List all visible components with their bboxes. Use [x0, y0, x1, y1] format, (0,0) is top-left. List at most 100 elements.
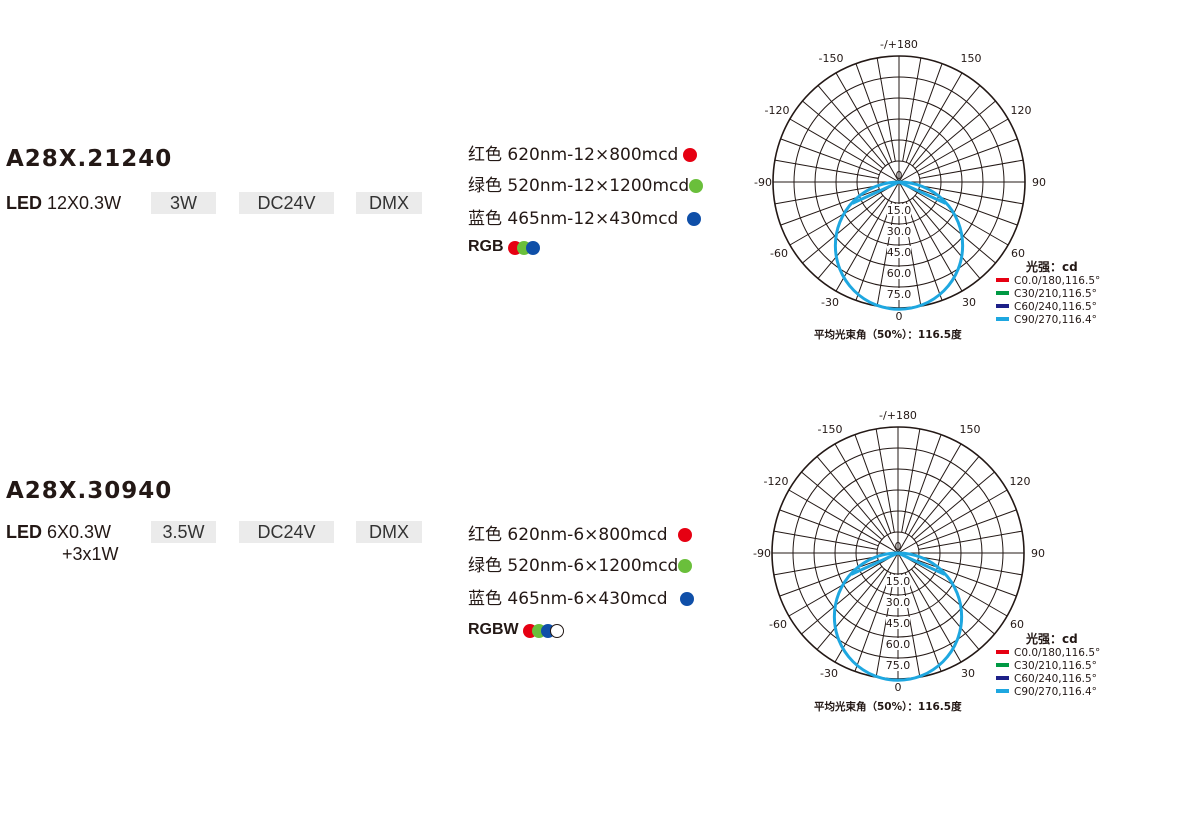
polar-spoke	[876, 202, 896, 307]
angle-label: 120	[1011, 104, 1032, 117]
center-label: 0	[896, 169, 903, 182]
angle-label: 150	[960, 423, 981, 436]
model-number: A28X.21240	[6, 146, 173, 172]
mix-dots	[507, 238, 540, 260]
angle-label: -120	[764, 475, 789, 488]
curve-label: C30/210,116.5°	[1014, 288, 1097, 300]
polar-spoke	[855, 63, 893, 163]
center-label: 0	[895, 540, 902, 553]
curve-label: C0.0/180,116.5°	[1014, 647, 1101, 659]
polar-spoke	[855, 201, 893, 301]
polar-spoke	[914, 100, 996, 169]
angle-label: 90	[1031, 547, 1045, 560]
blue-dot-icon	[687, 212, 702, 226]
radial-tick-label: 45.0	[887, 246, 912, 259]
polar-spoke	[898, 118, 1009, 183]
angle-label: -30	[820, 667, 838, 680]
polar-spoke	[904, 572, 942, 672]
color-label: 绿色 520nm-12×1200mcd	[468, 176, 690, 196]
curve-label: C90/270,116.4°	[1014, 686, 1097, 698]
polar-spoke	[913, 471, 995, 540]
polar-spoke	[773, 556, 878, 576]
curve-swatch	[996, 278, 1009, 282]
polar-spoke	[902, 202, 922, 307]
led-prefix: LED	[6, 522, 42, 542]
angle-label: 60	[1010, 618, 1024, 631]
green-dot-icon	[689, 179, 704, 193]
blue-dot-icon	[680, 592, 695, 606]
color-row-red: 红色 620nm-12×800mcd	[468, 143, 698, 167]
polar-spoke	[911, 456, 980, 538]
color-row-green: 绿色 520nm-6×1200mcd	[468, 554, 693, 578]
legend-row: C0.0/180,116.5°	[996, 275, 1100, 288]
mix-row: RGB	[468, 236, 540, 258]
polar-spoke	[912, 197, 981, 279]
polar-spoke	[817, 197, 886, 279]
polar-spoke	[919, 185, 1024, 205]
green-dot-icon	[678, 559, 693, 573]
curve-label: C60/240,116.5°	[1014, 673, 1097, 685]
polar-spoke	[917, 509, 1017, 547]
tick-bg	[886, 596, 910, 608]
radial-tick-label: 75.0	[887, 288, 912, 301]
intensity-legend: 光强：cd C0.0/180,116.5° C30/210,116.5° C60…	[996, 258, 1100, 327]
control-box: DMX	[356, 521, 422, 543]
curve-swatch	[996, 291, 1009, 295]
polar-spoke	[835, 181, 900, 292]
polar-spoke	[801, 471, 883, 540]
tick-bg	[887, 246, 911, 258]
polar-spoke	[918, 188, 1018, 226]
angle-label: -60	[769, 618, 787, 631]
polar-spoke	[875, 428, 895, 533]
blue-dot-icon	[525, 241, 540, 255]
angle-label: 60	[1011, 247, 1025, 260]
intensity-legend: 光强：cd C0.0/180,116.5° C30/210,116.5° C60…	[996, 630, 1100, 699]
angle-label: -150	[818, 423, 843, 436]
polar-spoke	[919, 159, 1024, 179]
polar-spoke	[788, 489, 899, 554]
tick-bg	[886, 659, 910, 671]
mix-row: RGBW	[468, 619, 564, 641]
polar-spoke	[898, 72, 963, 183]
mix-label: RGBW	[468, 621, 519, 638]
tick-bg	[887, 267, 911, 279]
polar-spoke	[774, 159, 879, 179]
red-dot-icon	[683, 148, 698, 162]
legend-row: C90/270,116.4°	[996, 314, 1100, 327]
curve-swatch	[996, 650, 1009, 654]
curve-swatch	[996, 663, 1009, 667]
polar-spoke	[780, 188, 880, 226]
curve-swatch	[996, 304, 1009, 308]
tick-bg	[886, 638, 910, 650]
angle-label: -150	[819, 52, 844, 65]
led-prefix: LED	[6, 193, 42, 213]
angle-label: -90	[754, 176, 772, 189]
beam-angle-text: 平均光束角（50%）：116.5度	[814, 701, 962, 713]
polar-spoke	[897, 552, 962, 663]
color-row-blue: 蓝色 465nm-6×430mcd	[468, 587, 695, 611]
angle-label: -120	[765, 104, 790, 117]
color-label: 蓝色 465nm-12×430mcd	[468, 209, 679, 229]
red-dot-icon	[678, 528, 693, 542]
curve-swatch	[996, 676, 1009, 680]
curve-swatch	[996, 689, 1009, 693]
led-spec-value: 12X0.3W	[47, 193, 122, 213]
radial-tick-label: 45.0	[886, 617, 911, 630]
mix-label: RGB	[468, 238, 504, 255]
polar-spoke	[817, 85, 886, 167]
polar-spoke	[789, 118, 900, 183]
model-number: A28X.30940	[6, 478, 173, 504]
beam-angle-text: 平均光束角（50%）：116.5度	[814, 329, 962, 341]
curve-label: C90/270,116.4°	[1014, 314, 1097, 326]
curve-label: C30/210,116.5°	[1014, 660, 1097, 672]
angle-label: 30	[962, 296, 976, 309]
control-box: DMX	[356, 192, 422, 214]
mix-dots	[522, 621, 564, 643]
tick-bg	[886, 617, 910, 629]
power-box: 3.5W	[151, 521, 216, 543]
tick-bg	[886, 575, 910, 587]
tick-bg	[887, 288, 911, 300]
angle-label: 30	[961, 667, 975, 680]
angle-label: -/+180	[880, 38, 918, 51]
